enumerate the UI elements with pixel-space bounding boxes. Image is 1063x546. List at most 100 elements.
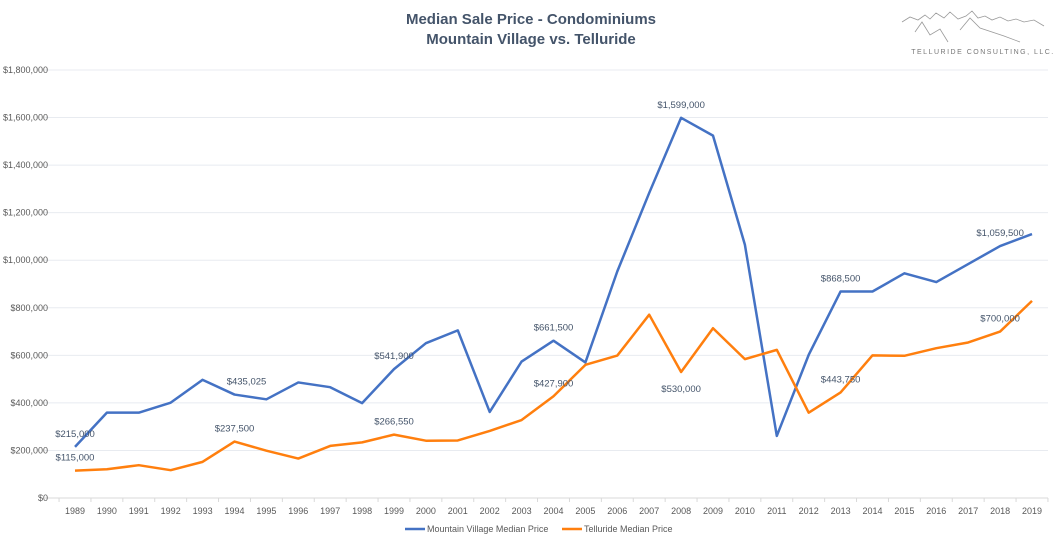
data-point (73, 445, 77, 449)
legend-label-telluride: Telluride Median Price (584, 524, 673, 534)
data-point (201, 460, 205, 464)
x-tick-label: 1994 (224, 506, 244, 516)
y-tick-label: $800,000 (10, 303, 48, 313)
legend: Mountain Village Median Price Telluride … (405, 524, 673, 534)
data-labels: $215,000 $435,025 $541,900 $661,500 $1,599,0… (55, 100, 1024, 464)
data-point (902, 271, 906, 275)
x-tick-label: 2012 (799, 506, 819, 516)
x-tick-label: 2009 (703, 506, 723, 516)
data-point (456, 438, 460, 442)
x-tick-label: 2014 (862, 506, 882, 516)
data-point (169, 401, 173, 405)
y-tick-label: $0 (38, 493, 48, 503)
data-point (488, 410, 492, 414)
gridlines (45, 69, 1048, 499)
data-point (615, 269, 619, 273)
x-tick-label: 2003 (512, 506, 532, 516)
legend-label-mountain-village: Mountain Village Median Price (427, 524, 548, 534)
data-point (392, 433, 396, 437)
data-label: $215,000 (55, 429, 95, 440)
data-point (647, 313, 651, 317)
data-label: $541,900 (374, 351, 414, 362)
data-point (775, 348, 779, 352)
data-point (520, 418, 524, 422)
data-point (711, 134, 715, 138)
data-point (647, 191, 651, 195)
chart-title: Median Sale Price - Condominiums (406, 11, 656, 28)
data-point (169, 468, 173, 472)
logo-text: TELLURIDE CONSULTING, LLC. (911, 49, 1055, 56)
data-point (871, 289, 875, 293)
data-label: $1,059,500 (976, 228, 1024, 239)
data-point (1030, 232, 1034, 236)
data-point (296, 457, 300, 461)
data-point (424, 341, 428, 345)
x-tick-label: 1995 (256, 506, 276, 516)
data-label: $443,750 (821, 374, 861, 385)
x-tick-label: 2015 (894, 506, 914, 516)
data-point (105, 411, 109, 415)
data-point (328, 385, 332, 389)
x-tick-label: 2008 (671, 506, 691, 516)
x-tick-label: 1997 (320, 506, 340, 516)
data-label: $868,500 (821, 273, 861, 284)
series-line-mountain-village (74, 116, 1033, 448)
data-point (73, 469, 77, 473)
company-logo: TELLURIDE CONSULTING, LLC. (901, 10, 1055, 56)
chart-subtitle: Mountain Village vs. Telluride (426, 31, 636, 48)
data-point (520, 360, 524, 364)
y-tick-label: $1,000,000 (3, 255, 48, 265)
x-tick-label: 2006 (607, 506, 627, 516)
data-point (137, 463, 141, 467)
y-tick-label: $1,800,000 (3, 65, 48, 75)
data-point (807, 411, 811, 415)
x-tick-label: 1990 (97, 506, 117, 516)
data-point (424, 439, 428, 443)
data-point (679, 370, 683, 374)
data-label: $237,500 (215, 424, 255, 435)
x-tick-label: 2019 (1022, 506, 1042, 516)
y-tick-label: $1,200,000 (3, 208, 48, 218)
data-label: $530,000 (661, 384, 701, 395)
data-point (552, 339, 556, 343)
data-label: $266,550 (374, 417, 414, 428)
data-point (711, 326, 715, 330)
x-tick-label: 2011 (767, 506, 786, 516)
x-tick-label: 2002 (480, 506, 500, 516)
data-point (839, 390, 843, 394)
data-point (360, 401, 364, 405)
x-tick-label: 1998 (352, 506, 372, 516)
x-tick-label: 1999 (384, 506, 404, 516)
data-point (743, 357, 747, 361)
data-label: $115,000 (56, 453, 95, 464)
x-tick-label: 1991 (129, 506, 149, 516)
x-tick-label: 2017 (958, 506, 978, 516)
x-axis: 1989 1990 1991 1992 1993 1994 1995 1996 1997 1998… (58, 498, 1049, 516)
x-tick-label: 2005 (575, 506, 595, 516)
data-label: $700,000 (980, 314, 1020, 325)
data-label: $427,900 (534, 378, 574, 389)
data-point (998, 244, 1002, 248)
data-point (105, 467, 109, 471)
x-tick-label: 1989 (65, 506, 85, 516)
data-label: $435,025 (227, 377, 267, 388)
data-point (775, 434, 779, 438)
data-point (679, 116, 683, 120)
data-point (839, 289, 843, 293)
data-point (201, 378, 205, 382)
data-point (552, 394, 556, 398)
x-tick-label: 2000 (416, 506, 436, 516)
y-tick-label: $1,400,000 (3, 160, 48, 170)
series-lines (73, 116, 1034, 473)
data-point (934, 280, 938, 284)
x-tick-label: 2013 (831, 506, 851, 516)
x-tick-label: 2018 (990, 506, 1010, 516)
data-point (488, 429, 492, 433)
x-tick-label: 2010 (735, 506, 755, 516)
data-point (328, 444, 332, 448)
x-tick-label: 2004 (543, 506, 563, 516)
x-tick-label: 2001 (448, 506, 468, 516)
data-point (743, 243, 747, 247)
data-point (807, 353, 811, 357)
